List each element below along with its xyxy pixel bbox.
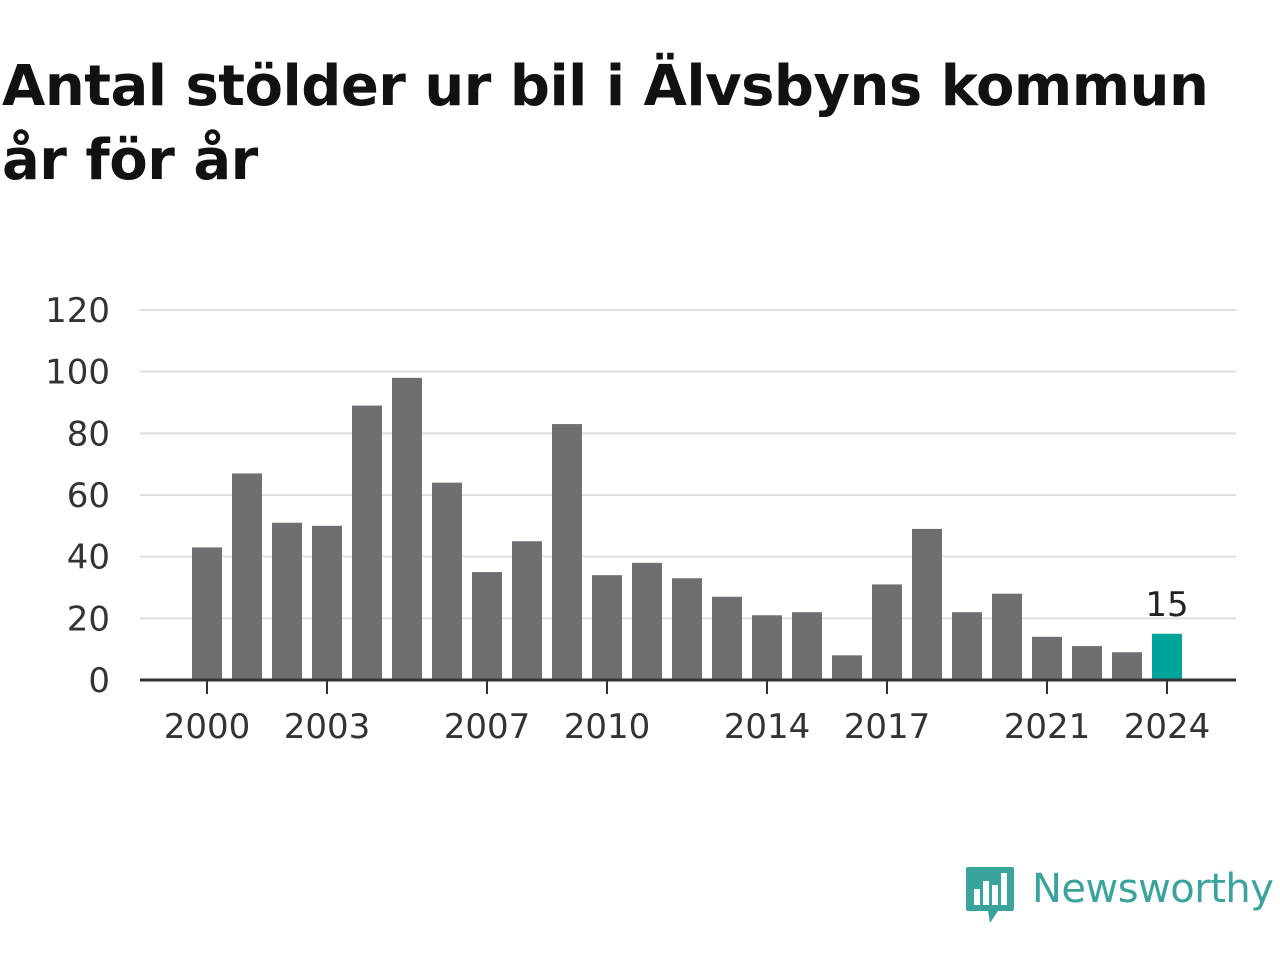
bar-2023 xyxy=(1112,652,1142,680)
x-tick-label: 2003 xyxy=(284,707,371,747)
x-tick-label: 2014 xyxy=(724,707,811,747)
bar-2022 xyxy=(1072,646,1102,680)
y-tick-labels: 0 20 40 60 80 100 120 xyxy=(45,291,110,701)
bar-2007 xyxy=(472,572,502,680)
bar-2024 xyxy=(1152,633,1182,680)
y-tick-label: 0 xyxy=(88,661,110,701)
bar-2009 xyxy=(552,424,582,680)
y-tick-label: 20 xyxy=(67,599,110,639)
bar-2014 xyxy=(752,615,782,680)
y-tick-label: 80 xyxy=(67,414,110,454)
bar-2003 xyxy=(312,525,342,680)
y-tick-label: 100 xyxy=(45,353,110,393)
y-tick-label: 60 xyxy=(67,476,110,516)
x-tick-label: 2017 xyxy=(844,707,931,747)
x-tick-label: 2007 xyxy=(444,707,531,747)
x-axis xyxy=(140,678,1236,694)
x-tick-label: 2021 xyxy=(1004,707,1091,747)
bar-2020 xyxy=(992,593,1022,680)
brand-name: Newsworthy xyxy=(1032,866,1274,912)
bar-2016 xyxy=(832,655,862,680)
bar-2006 xyxy=(432,482,462,680)
data-label-2024: 15 xyxy=(1145,585,1188,625)
x-tick-label: 2000 xyxy=(164,707,251,747)
newsworthy-logo: Newsworthy xyxy=(964,865,1274,927)
bar-2017 xyxy=(872,584,902,680)
bar-2010 xyxy=(592,575,622,680)
data-labels: 15 xyxy=(1145,585,1188,625)
chart-title: Antal stölder ur bil i Älvsbyns kommun å… xyxy=(2,54,1209,193)
bar-2004 xyxy=(352,405,382,680)
grid-lines xyxy=(140,309,1236,620)
bar-2021 xyxy=(1032,636,1062,680)
bar-2015 xyxy=(792,612,822,680)
bars xyxy=(192,377,1182,680)
bar-2001 xyxy=(232,473,262,680)
newsworthy-logo-icon xyxy=(966,867,1014,923)
x-tick-labels: 2000 2003 2007 2010 2014 2017 2021 2024 xyxy=(164,707,1211,747)
bar-2008 xyxy=(512,541,542,680)
bar-2002 xyxy=(272,522,302,680)
bar-2018 xyxy=(912,528,942,680)
bar-2019 xyxy=(952,612,982,680)
x-tick-label: 2024 xyxy=(1124,707,1211,747)
bar-2000 xyxy=(192,547,222,680)
bar-2012 xyxy=(672,578,702,680)
bar-2013 xyxy=(712,596,742,680)
y-tick-label: 120 xyxy=(45,291,110,331)
y-tick-label: 40 xyxy=(67,538,110,578)
bar-2011 xyxy=(632,562,662,680)
x-tick-label: 2010 xyxy=(564,707,651,747)
bar-2005 xyxy=(392,377,422,680)
